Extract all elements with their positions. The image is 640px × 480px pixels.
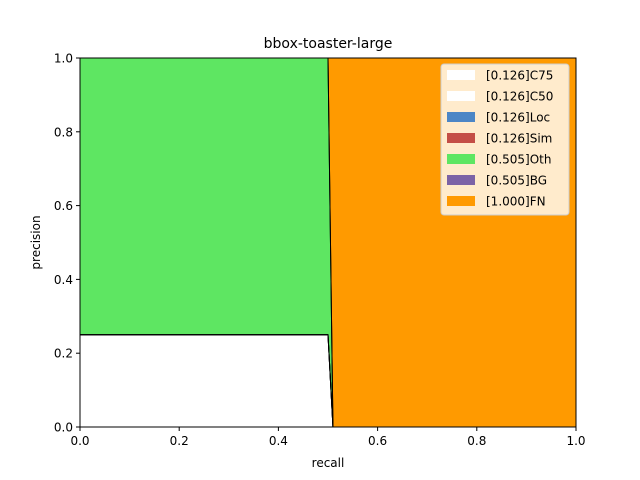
- legend-swatch-0-126-sim: [447, 133, 475, 143]
- x-axis-ticks: 0.0 0.2 0.4 0.6 0.8 1.0: [70, 427, 586, 448]
- legend-label-0-505-bg: [0.505]BG: [486, 174, 547, 188]
- legend-label-0-126-c50: [0.126]C50: [486, 90, 553, 104]
- legend-swatch-0-126-c50: [447, 91, 475, 101]
- y-axis-ticks: 0.0 0.2 0.4 0.6 0.8 1.0: [54, 52, 80, 435]
- y-tick-label: 1.0: [54, 52, 73, 66]
- legend-swatch-0-505-oth: [447, 154, 475, 164]
- y-tick-label: 0.8: [54, 125, 73, 139]
- legend-swatch-0-505-bg: [447, 175, 475, 185]
- legend-label-0-505-oth: [0.505]Oth: [486, 153, 551, 167]
- y-axis-label: precision: [29, 215, 43, 269]
- chart-title: bbox-toaster-large: [264, 36, 393, 52]
- legend-swatch-0-126-c75: [447, 70, 475, 80]
- x-tick-label: 0.0: [70, 434, 89, 448]
- x-tick-label: 0.6: [368, 434, 387, 448]
- legend-swatch-1-000-fn: [447, 196, 475, 206]
- legend: [0.126]C75 [0.126]C50 [0.126]Loc [0.126]Sim…: [440, 63, 570, 216]
- legend-label-0-126-loc: [0.126]Loc: [486, 111, 550, 125]
- y-tick-label: 0.0: [54, 421, 73, 435]
- legend-swatch-0-126-loc: [447, 112, 475, 122]
- x-axis-label: recall: [312, 456, 345, 470]
- area-0-126-c75: [80, 334, 576, 427]
- legend-label-0-126-sim: [0.126]Sim: [486, 132, 552, 146]
- y-tick-label: 0.2: [54, 347, 73, 361]
- x-tick-label: 0.4: [269, 434, 288, 448]
- x-tick-label: 0.2: [170, 434, 189, 448]
- x-tick-label: 1.0: [566, 434, 585, 448]
- x-tick-label: 0.8: [467, 434, 486, 448]
- legend-label-0-126-c75: [0.126]C75: [486, 69, 553, 83]
- legend-label-1-000-fn: [1.000]FN: [486, 195, 546, 209]
- y-tick-label: 0.6: [54, 199, 73, 213]
- y-tick-label: 0.4: [54, 273, 73, 287]
- plot-frame: [79, 57, 577, 428]
